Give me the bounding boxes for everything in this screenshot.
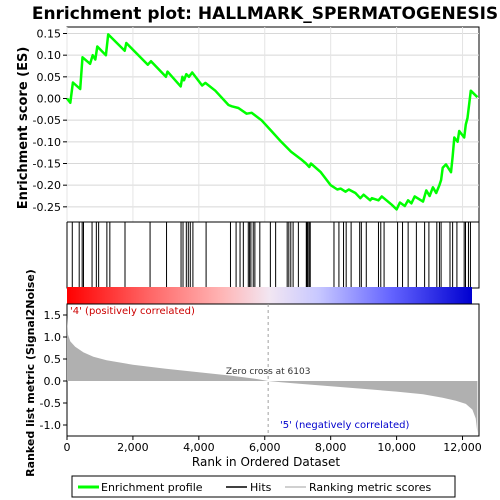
legend-frame (71, 475, 456, 498)
enrichment-profile-line (66, 33, 479, 211)
es-panel-frame (66, 26, 480, 289)
es-y-tick-label: 0.10 (37, 49, 62, 62)
x-tick-label: 2,000 (117, 441, 149, 454)
x-tick-label: 0 (64, 441, 71, 454)
metric-y-axis-label: Ranked list metric (Signal2Noise) (24, 269, 37, 477)
positive-correlation-label: '4' (positively correlated) (70, 306, 195, 317)
x-tick-label: 12,000 (443, 441, 482, 454)
x-tick-label: 4,000 (183, 441, 215, 454)
es-y-tick-label: -0.25 (33, 201, 61, 214)
es-y-tick-label: -0.20 (33, 179, 61, 192)
metric-y-tick-label: 1.5 (44, 309, 62, 322)
es-y-tick-label: 0.15 (37, 28, 62, 41)
metric-panel: Zero cross at 6103 '4' (positively corre… (24, 269, 482, 477)
es-y-tick-label: 0.05 (37, 71, 62, 84)
rank-color-bar (67, 287, 472, 304)
es-y-tick-label: -0.05 (33, 114, 61, 127)
metric-y-tick-label: 0.0 (44, 375, 62, 388)
es-y-tick-label: -0.10 (33, 136, 61, 149)
ranking-metric-area (67, 317, 478, 433)
hit-marks (71, 222, 471, 287)
legend: Enrichment profile Hits Ranking metric s… (71, 475, 456, 498)
x-axis-ticks: 0 2,000 4,000 6,000 8,000 10,000 12,000 (64, 436, 482, 454)
es-y-ticks: 0.15 0.10 0.05 0.00 -0.05 -0.10 -0.15 -0.20 -0.2… (33, 28, 67, 214)
zero-cross-label: Zero cross at 6103 (226, 367, 311, 377)
chart-title: Enrichment plot: HALLMARK_SPERMATOGENESI… (32, 4, 498, 24)
x-tick-label: 6,000 (249, 441, 281, 454)
es-y-tick-label: -0.15 (33, 158, 61, 171)
es-panel: 0.15 0.10 0.05 0.00 -0.05 -0.10 -0.15 -0.20 -0.2… (16, 26, 480, 304)
legend-enrichment-label: Enrichment profile (101, 481, 203, 494)
negative-correlation-label: '5' (negatively correlated) (280, 420, 409, 431)
x-axis-label: Rank in Ordered Dataset (192, 455, 340, 469)
x-tick-label: 8,000 (315, 441, 347, 454)
legend-hits-label: Hits (250, 481, 272, 494)
metric-y-ticks: 1.5 1.0 0.5 0.0 -0.5 -1.0 (40, 309, 67, 432)
metric-y-tick-label: 0.5 (44, 353, 62, 366)
legend-ranking-label: Ranking metric scores (309, 481, 431, 494)
metric-y-tick-label: -0.5 (40, 397, 61, 410)
metric-y-tick-label: 1.0 (44, 331, 62, 344)
metric-y-tick-label: -1.0 (40, 419, 61, 432)
x-tick-label: 10,000 (377, 441, 416, 454)
es-y-axis-label: Enrichment score (ES) (16, 47, 31, 210)
es-y-tick-label: 0.00 (37, 93, 62, 106)
